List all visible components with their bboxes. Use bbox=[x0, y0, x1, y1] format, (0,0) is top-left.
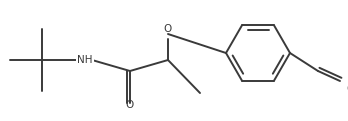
Text: O: O bbox=[346, 84, 348, 94]
Text: NH: NH bbox=[77, 55, 93, 65]
Text: O: O bbox=[125, 100, 133, 110]
Text: O: O bbox=[164, 24, 172, 34]
